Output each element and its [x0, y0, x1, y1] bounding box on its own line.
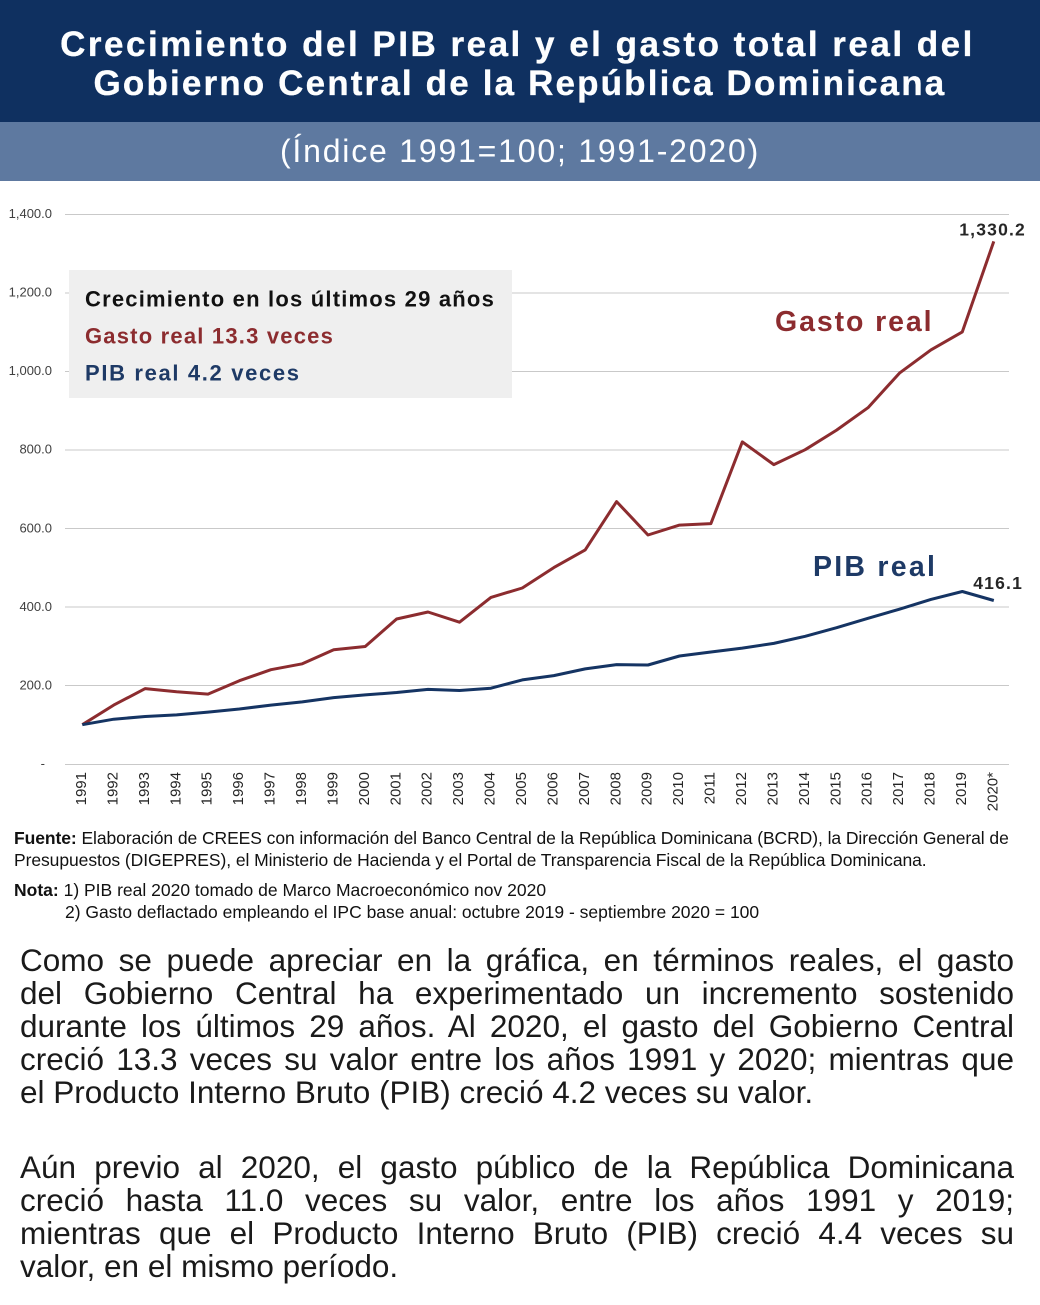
- svg-text:200.0: 200.0: [19, 677, 52, 692]
- svg-text:1992: 1992: [104, 772, 121, 805]
- svg-text:1,000.0: 1,000.0: [9, 363, 52, 378]
- svg-text:1994: 1994: [167, 772, 184, 805]
- svg-text:800.0: 800.0: [19, 442, 52, 457]
- svg-text:1995: 1995: [199, 772, 216, 805]
- svg-text:400.0: 400.0: [19, 599, 52, 614]
- svg-text:2004: 2004: [482, 772, 499, 805]
- svg-text:Gasto real 13.3 veces: Gasto real 13.3 veces: [85, 324, 334, 349]
- svg-text:PIB real 4.2 veces: PIB real 4.2 veces: [85, 361, 301, 386]
- svg-text:2000: 2000: [356, 772, 373, 805]
- svg-text:1993: 1993: [136, 772, 153, 805]
- svg-text:2016: 2016: [859, 772, 876, 805]
- svg-text:2006: 2006: [545, 772, 562, 805]
- svg-text:2005: 2005: [513, 772, 530, 805]
- svg-text:PIB real: PIB real: [813, 551, 937, 583]
- svg-text:2001: 2001: [387, 772, 404, 805]
- svg-text:2018: 2018: [922, 772, 939, 805]
- svg-text:2020*: 2020*: [985, 772, 1002, 811]
- svg-text:416.1: 416.1: [973, 573, 1023, 593]
- svg-text:2017: 2017: [890, 772, 907, 805]
- svg-text:2012: 2012: [733, 772, 750, 805]
- svg-text:2009: 2009: [639, 772, 656, 805]
- svg-text:1997: 1997: [262, 772, 279, 805]
- svg-text:2011: 2011: [702, 772, 719, 804]
- svg-text:2014: 2014: [796, 772, 813, 805]
- svg-text:1998: 1998: [293, 772, 310, 805]
- svg-text:2008: 2008: [607, 772, 624, 805]
- svg-text:-: -: [41, 756, 45, 771]
- svg-text:1,400.0: 1,400.0: [9, 206, 52, 221]
- svg-text:Crecimiento en los últimos 29: Crecimiento en los últimos 29 años: [85, 287, 495, 312]
- svg-text:600.0: 600.0: [19, 520, 52, 535]
- svg-text:2010: 2010: [670, 772, 687, 805]
- svg-text:2002: 2002: [419, 772, 436, 805]
- svg-text:1996: 1996: [230, 772, 247, 805]
- svg-text:1,330.2: 1,330.2: [959, 220, 1026, 240]
- svg-text:2003: 2003: [450, 772, 467, 805]
- svg-text:2019: 2019: [953, 772, 970, 805]
- svg-text:2013: 2013: [765, 772, 782, 805]
- svg-text:2007: 2007: [576, 772, 593, 805]
- svg-text:1999: 1999: [324, 772, 341, 805]
- svg-text:2015: 2015: [827, 772, 844, 805]
- svg-text:Gasto real: Gasto real: [775, 306, 933, 338]
- svg-text:1,200.0: 1,200.0: [9, 285, 52, 300]
- svg-text:1991: 1991: [73, 772, 90, 805]
